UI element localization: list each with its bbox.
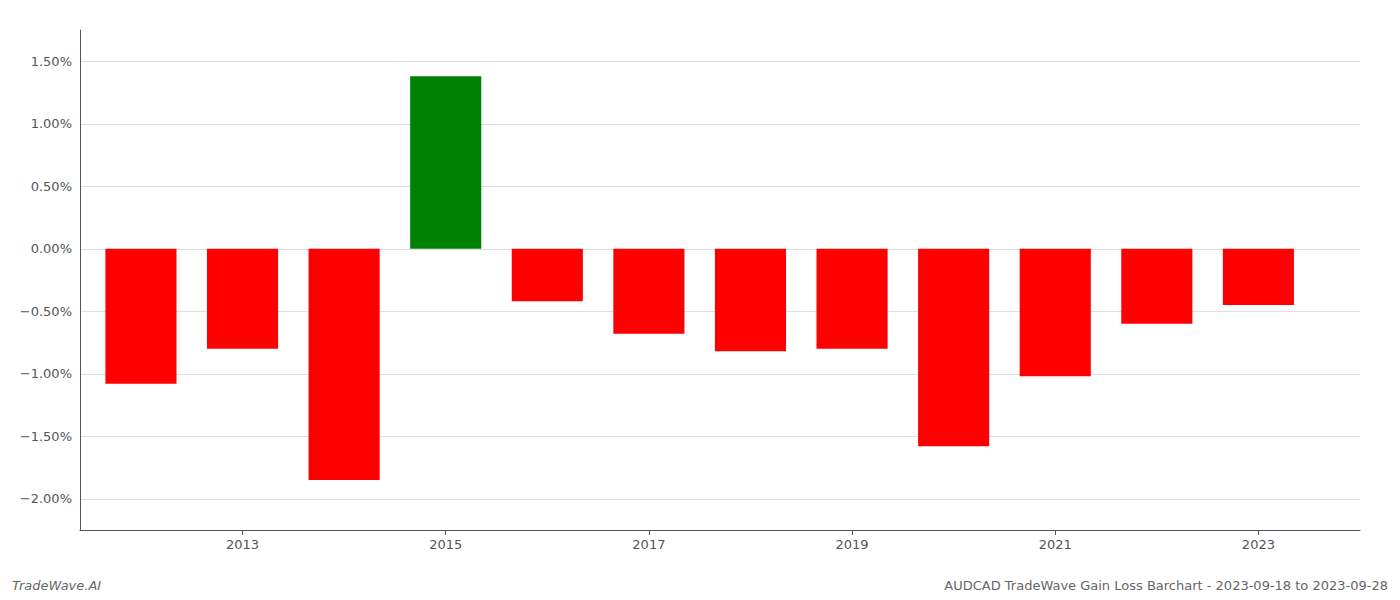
svg-text:2019: 2019 <box>836 537 869 552</box>
svg-text:2015: 2015 <box>429 537 462 552</box>
svg-text:−1.50%: −1.50% <box>20 429 72 444</box>
svg-text:2017: 2017 <box>632 537 665 552</box>
svg-text:2021: 2021 <box>1039 537 1072 552</box>
svg-text:TradeWave.AI: TradeWave.AI <box>12 578 101 593</box>
svg-text:−1.00%: −1.00% <box>20 366 72 381</box>
svg-text:AUDCAD TradeWave Gain Loss Bar: AUDCAD TradeWave Gain Loss Barchart - 20… <box>944 578 1388 593</box>
svg-text:−2.00%: −2.00% <box>20 491 72 506</box>
svg-text:2013: 2013 <box>226 537 259 552</box>
svg-text:1.50%: 1.50% <box>31 54 72 69</box>
svg-text:1.00%: 1.00% <box>31 116 72 131</box>
svg-text:0.00%: 0.00% <box>31 241 72 256</box>
svg-text:−0.50%: −0.50% <box>20 304 72 319</box>
svg-text:0.50%: 0.50% <box>31 179 72 194</box>
svg-text:2023: 2023 <box>1242 537 1275 552</box>
